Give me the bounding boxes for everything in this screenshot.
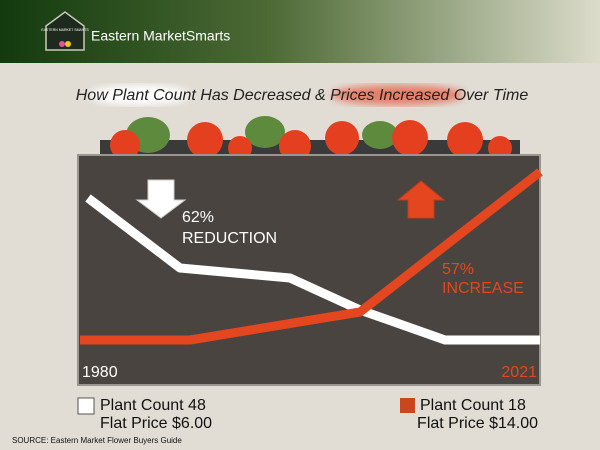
legend-text: Plant Count 18 [420,397,526,414]
reduction-percent: 62% [182,209,214,226]
increase-percent: 57% [442,261,474,278]
logo: EASTERN MARKET SMARTS [41,11,89,51]
reduction-label: REDUCTION [182,230,277,247]
legend-text: Flat Price $6.00 [100,415,212,432]
legend-swatch [400,398,415,413]
increase-label: INCREASE [442,280,524,297]
highlight [89,85,189,105]
down-arrow [135,179,187,219]
start-label: 1980 [82,364,118,381]
header-bar [0,0,600,63]
flowers [100,116,520,162]
source: SOURCE: Eastern Market Flower Buyers Gui… [12,436,182,445]
plant-count-line [85,194,540,345]
header-title: Eastern MarketSmarts [91,28,230,44]
legend-text: Flat Price $14.00 [417,415,538,432]
subtitle: How Plant Count Has Decreased & Prices I… [76,87,529,104]
end-label: 2021 [501,364,537,381]
up-arrow [396,180,446,219]
highlight [332,85,464,105]
logo-text: EASTERN MARKET SMARTS [41,28,89,32]
price-line [80,168,543,345]
legend-swatch [77,397,95,415]
legend-text: Plant Count 48 [100,397,206,414]
